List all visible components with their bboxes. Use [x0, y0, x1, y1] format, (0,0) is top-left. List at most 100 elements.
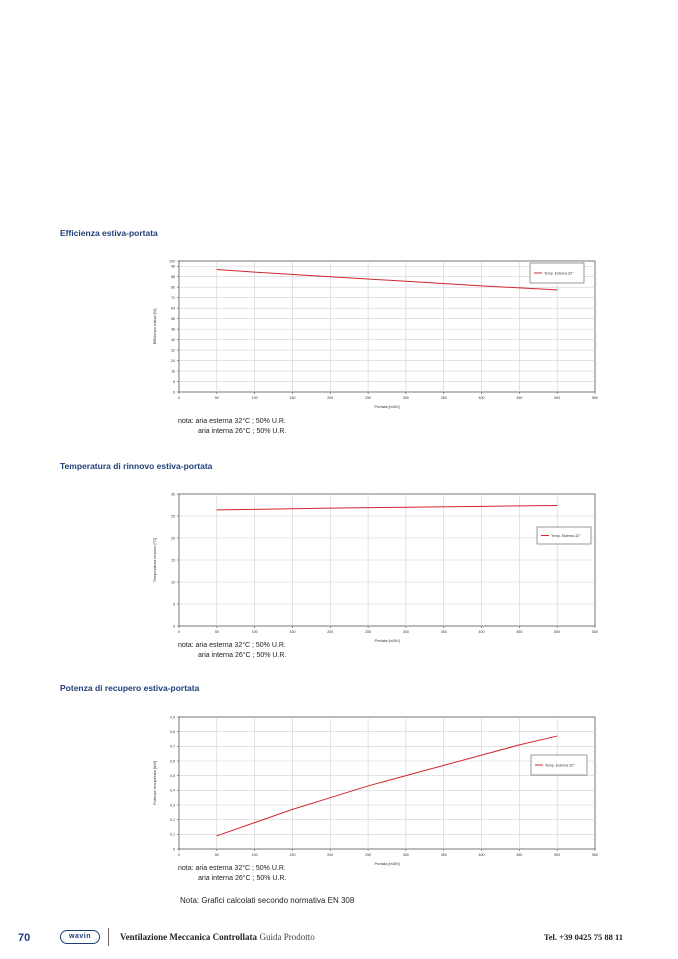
wavin-logo: wavin	[60, 930, 100, 944]
data-point	[292, 809, 293, 810]
y-tick-label: 72	[171, 296, 175, 300]
x-tick-label: 500	[554, 630, 560, 634]
y-tick-label: 32	[171, 348, 175, 352]
y-tick-label: 0,4	[170, 789, 175, 793]
y-tick-label: 5	[173, 602, 175, 606]
section-title-potenza: Potenza di recupero estiva-portata	[60, 683, 200, 693]
x-tick-label: 250	[365, 396, 371, 400]
note-line-internal: aria interna 26°C ; 50% U.R.	[198, 874, 287, 882]
note-line-internal: aria interna 26°C ; 50% U.R.	[198, 427, 287, 435]
y-axis-label: Potenza recuperata [kW]	[152, 761, 157, 805]
y-tick-label: 40	[171, 338, 175, 342]
y-tick-label: 20	[171, 536, 175, 540]
y-tick-label: 0,2	[170, 818, 175, 822]
x-tick-label: 350	[441, 396, 447, 400]
y-tick-label: 0,7	[170, 745, 175, 749]
data-point	[329, 797, 331, 799]
x-tick-label: 450	[516, 630, 522, 634]
y-tick-label: 24	[171, 359, 175, 363]
series-line	[216, 269, 558, 291]
legend-box	[536, 526, 592, 545]
note-line-external: nota: aria esterna 32°C ; 50% U.R.	[178, 418, 286, 425]
x-axis-label: Portata [m3/h]	[374, 861, 399, 866]
x-tick-label: 200	[327, 853, 333, 857]
data-point	[254, 822, 256, 823]
data-point	[481, 285, 482, 287]
y-tick-label: 100	[169, 259, 175, 263]
x-tick-label: 550	[592, 853, 598, 857]
x-tick-label: 550	[592, 396, 598, 400]
x-tick-label: 0	[178, 396, 180, 400]
data-point	[367, 785, 369, 787]
note-line-internal: aria interna 26°C ; 50% U.R.	[198, 651, 287, 659]
x-tick-label: 50	[215, 396, 219, 400]
data-point	[481, 505, 482, 507]
legend-box	[530, 754, 588, 776]
data-point	[556, 289, 558, 291]
x-tick-label: 150	[289, 630, 295, 634]
x-tick-label: 200	[327, 396, 333, 400]
data-point	[556, 505, 558, 506]
x-tick-label: 250	[365, 853, 371, 857]
data-point	[518, 744, 520, 746]
x-tick-label: 150	[289, 396, 295, 400]
section-title-efficienza: Efficienza estiva-portata	[60, 228, 158, 238]
data-point	[405, 506, 407, 508]
y-tick-label: 0	[173, 390, 175, 394]
footer-title: Ventilazione Meccanica Controllata Guida…	[120, 932, 315, 942]
x-tick-label: 550	[592, 630, 598, 634]
x-tick-label: 300	[403, 396, 409, 400]
x-tick-label: 0	[178, 853, 180, 857]
y-tick-label: 96	[171, 265, 175, 269]
y-tick-label: 0,5	[170, 774, 175, 778]
x-tick-label: 300	[403, 853, 409, 857]
x-tick-label: 400	[479, 853, 485, 857]
y-axis-label: Temperatura rinnovo [°C]	[152, 538, 157, 583]
data-point	[216, 509, 218, 511]
data-point	[405, 280, 407, 282]
y-tick-label: 64	[171, 306, 175, 310]
data-point	[254, 509, 256, 510]
x-axis-label: Portata [m3/h]	[374, 638, 399, 643]
legend-label: Temp. Esterna 32°	[551, 534, 581, 538]
y-tick-label: 0	[173, 624, 175, 628]
data-point	[405, 775, 407, 777]
section-title-temperatura: Temperatura di rinnovo estiva-portata	[60, 461, 213, 471]
x-tick-label: 100	[252, 396, 258, 400]
x-tick-label: 250	[365, 630, 371, 634]
x-tick-label: 100	[252, 630, 258, 634]
y-tick-label: 80	[171, 286, 175, 290]
footer-telephone: Tel. +39 0425 75 88 11	[543, 932, 623, 942]
y-tick-label: 10	[171, 580, 175, 584]
x-tick-label: 50	[215, 853, 219, 857]
footer-title-main: Ventilazione Meccanica Controllata	[120, 932, 257, 942]
page-footer: 70 wavin Ventilazione Meccanica Controll…	[0, 928, 678, 948]
x-tick-label: 500	[554, 853, 560, 857]
x-tick-label: 300	[403, 630, 409, 634]
data-point	[443, 765, 445, 766]
y-tick-label: 30	[171, 492, 175, 496]
note-line-external: nota: aria esterna 32°C ; 50% U.R.	[178, 865, 286, 872]
data-point	[481, 754, 482, 756]
x-tick-label: 0	[178, 630, 180, 634]
x-tick-label: 350	[441, 853, 447, 857]
data-point	[329, 507, 331, 509]
data-point	[329, 276, 331, 278]
x-tick-label: 400	[479, 630, 485, 634]
y-tick-label: 0,9	[170, 715, 175, 719]
x-tick-label: 100	[252, 853, 258, 857]
y-tick-label: 88	[171, 275, 175, 279]
legend-box	[529, 262, 585, 284]
note-line-external: nota: aria esterna 32°C ; 50% U.R.	[178, 642, 286, 649]
x-axis-label: Portata [m3/h]	[374, 404, 399, 409]
note-efficienza: nota: aria esterna 32°C ; 50% U.R. aria …	[178, 417, 286, 436]
footer-divider	[108, 928, 109, 946]
y-tick-label: 0,1	[170, 833, 175, 837]
x-tick-label: 200	[327, 630, 333, 634]
x-tick-label: 450	[516, 853, 522, 857]
y-tick-label: 0,6	[170, 759, 175, 763]
plot-area	[178, 260, 596, 393]
